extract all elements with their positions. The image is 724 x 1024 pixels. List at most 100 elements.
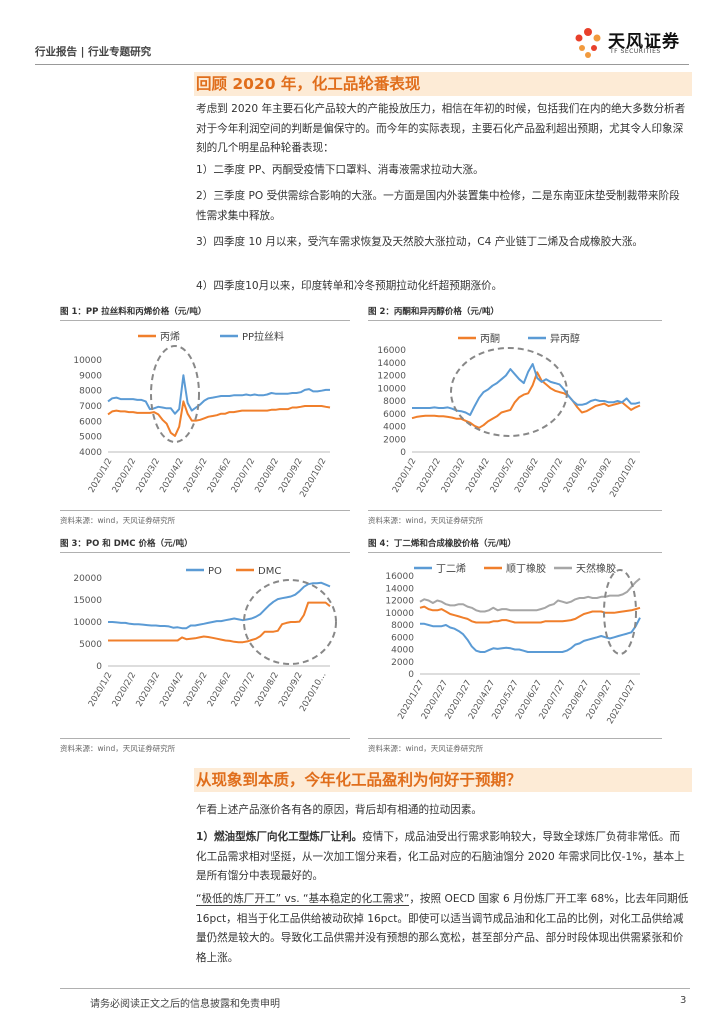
fig1-bottom-rule [60, 510, 350, 511]
section-title-review: 回顾 2020 年，化工品轮番表现 [194, 72, 692, 96]
y-tick-label: 8000 [79, 387, 102, 397]
fig3-source: 资料来源：wind，天风证券研究所 [60, 744, 176, 753]
fig3-bottom-rule [60, 738, 350, 739]
legend-label: 顺丁橡胶 [506, 562, 546, 575]
y-tick-label: 14000 [385, 584, 414, 594]
y-tick-label: 15000 [73, 596, 102, 606]
fig4-bottom-rule [368, 738, 662, 739]
fig3-chart: 200001500010000500002020/1/22020/2/22020… [73, 566, 337, 713]
y-tick-label: 2000 [391, 658, 414, 668]
section1-item-2: 2）三季度 PO 受供需综合影响的大涨。一方面是国内外装置集中检修，二是东南亚床… [196, 190, 680, 222]
fig3-top-rule [60, 552, 350, 553]
x-tick-label: 2020/3/2 [440, 457, 468, 495]
y-tick-label: 20000 [73, 574, 102, 584]
y-tick-label: 12000 [377, 372, 406, 382]
section1-item-1: 1）二季度 PP、丙酮受疫情下口罩料、消毒液需求拉动大涨。 [196, 164, 484, 176]
y-tick-label: 4000 [79, 448, 102, 458]
y-tick-label: 7000 [79, 402, 102, 412]
footer-rule [60, 988, 690, 989]
fig2-title: 图 2：丙酮和异丙醇价格（元/吨） [368, 307, 499, 317]
legend-label: PP拉丝料 [242, 330, 284, 343]
y-tick-label: 16000 [377, 346, 406, 356]
legend-label: PO [208, 566, 222, 577]
highlight-ellipse [243, 579, 337, 665]
series-line-1 [420, 617, 641, 653]
legend-label: 丁二烯 [436, 562, 466, 575]
logo-text: 天风证券 [608, 32, 680, 52]
section2-para-1: 1）燃油型炼厂向化工型炼厂让利。疫情下，成品油受出行需求影响较大，导致全球炼厂负… [196, 828, 690, 887]
section2-para-1-body: 疫情下，成品油受出行需求影响较大，导致全球炼厂负荷非常低。而化工品需求相对坚挺，… [196, 831, 685, 882]
fig4-title: 图 4：丁二烯和合成橡胶价格（元/吨） [368, 539, 516, 549]
x-tick-label: 2020/1/2 [391, 457, 419, 495]
fig3-title: 图 3：PO 和 DMC 价格（元/吨） [60, 539, 193, 549]
y-tick-label: 10000 [385, 609, 414, 619]
fig4-top-rule [368, 552, 662, 553]
y-tick-label: 5000 [79, 640, 102, 650]
x-tick-label: 2020/7/2 [538, 457, 566, 495]
logo-subtext: TF SECURITIES [610, 48, 661, 55]
header-divider [35, 64, 689, 65]
highlight-ellipse [603, 569, 637, 655]
report-type: 行业报告 | 行业专题研究 [35, 46, 152, 58]
fig2-chart: 1600014000120001000080006000400020000202… [377, 332, 641, 499]
y-tick-label: 12000 [385, 597, 414, 607]
company-logo: 天风证券 TF SECURITIES [568, 24, 692, 60]
fig1-source: 资料来源：wind，天风证券研究所 [60, 516, 176, 525]
legend-label: 丙烯 [160, 330, 180, 343]
section2-para-2-body: ，按照 OECD 国家 6 月份炼厂开工率 68%，比去年同期低 16pct，相… [196, 893, 689, 964]
section2-intro: 乍看上述产品涨价各有各的原因，背后却有相通的拉动因素。 [196, 804, 483, 816]
y-tick-label: 6000 [383, 410, 406, 420]
y-tick-label: 8000 [391, 621, 414, 631]
series-line-2 [107, 374, 330, 415]
section2-para-2: “极低的炼厂开工” vs. “基本稳定的化工需求”，按照 OECD 国家 6 月… [196, 890, 690, 968]
section1-intro: 考虑到 2020 年主要石化产品较大的产能投放压力，相信在年初的时候，包括我们在… [196, 103, 686, 154]
y-tick-label: 10000 [73, 618, 102, 628]
fig1-top-rule [60, 320, 350, 321]
y-tick-label: 0 [408, 670, 414, 680]
y-tick-label: 6000 [391, 633, 414, 643]
y-tick-label: 9000 [79, 371, 102, 381]
fig2-source: 资料来源：wind，天风证券研究所 [368, 516, 484, 525]
y-tick-label: 0 [400, 448, 406, 458]
fig4-source: 资料来源：wind，天风证券研究所 [368, 744, 484, 753]
x-tick-label: 2020/6/2 [513, 457, 541, 495]
series-line-2 [412, 363, 641, 416]
fig2-bottom-rule [368, 510, 662, 511]
series-line-3 [419, 577, 641, 613]
fig1-title: 图 1：PP 拉丝料和丙烯价格（元/吨） [60, 307, 207, 317]
highlight-ellipse [450, 347, 568, 437]
series-line-1 [411, 371, 641, 429]
y-tick-label: 0 [96, 662, 102, 672]
y-tick-label: 4000 [391, 646, 414, 656]
x-tick-label: 2020/4/2 [464, 457, 492, 495]
section2-para-2-lead: “极低的炼厂开工” vs. “基本稳定的化工需求” [196, 893, 410, 906]
x-tick-label: 2020/2/2 [415, 457, 443, 495]
y-tick-label: 5000 [79, 433, 102, 443]
y-tick-label: 2000 [383, 435, 406, 445]
legend-label: DMC [258, 566, 281, 577]
series-line-1 [108, 581, 331, 630]
x-tick-label: 2020/8/2 [562, 457, 590, 495]
highlight-ellipse [150, 345, 200, 443]
series-line-1 [107, 400, 331, 437]
legend-label: 天然橡胶 [576, 562, 616, 575]
fig4-chart: 1600014000120001000080006000400020000202… [385, 562, 641, 726]
x-tick-label: 2020/9/2 [586, 457, 614, 495]
y-tick-label: 4000 [383, 423, 406, 433]
legend-label: 异丙醇 [550, 332, 580, 345]
y-tick-label: 16000 [385, 572, 414, 582]
y-tick-label: 8000 [383, 397, 406, 407]
page-number: 3 [680, 995, 687, 1006]
legend-label: 丙酮 [480, 333, 500, 345]
y-tick-label: 10000 [377, 384, 406, 394]
series-line-2 [108, 601, 331, 644]
series-line-2 [419, 605, 641, 624]
footer-disclaimer: 请务必阅读正文之后的信息披露和免责申明 [90, 999, 280, 1010]
fig1-chart: 100009000800070006000500040002020/1/2202… [73, 330, 331, 499]
x-tick-label: 2020/5/2 [489, 457, 517, 495]
y-tick-label: 14000 [377, 359, 406, 369]
tf-logo-icon [575, 28, 601, 58]
section1-item-3: 3）四季度 10 月以来，受汽车需求恢复及天然胶大涨拉动，C4 产业链丁二烯及合… [196, 236, 644, 248]
y-tick-label: 6000 [79, 417, 102, 427]
y-tick-label: 10000 [73, 356, 102, 366]
